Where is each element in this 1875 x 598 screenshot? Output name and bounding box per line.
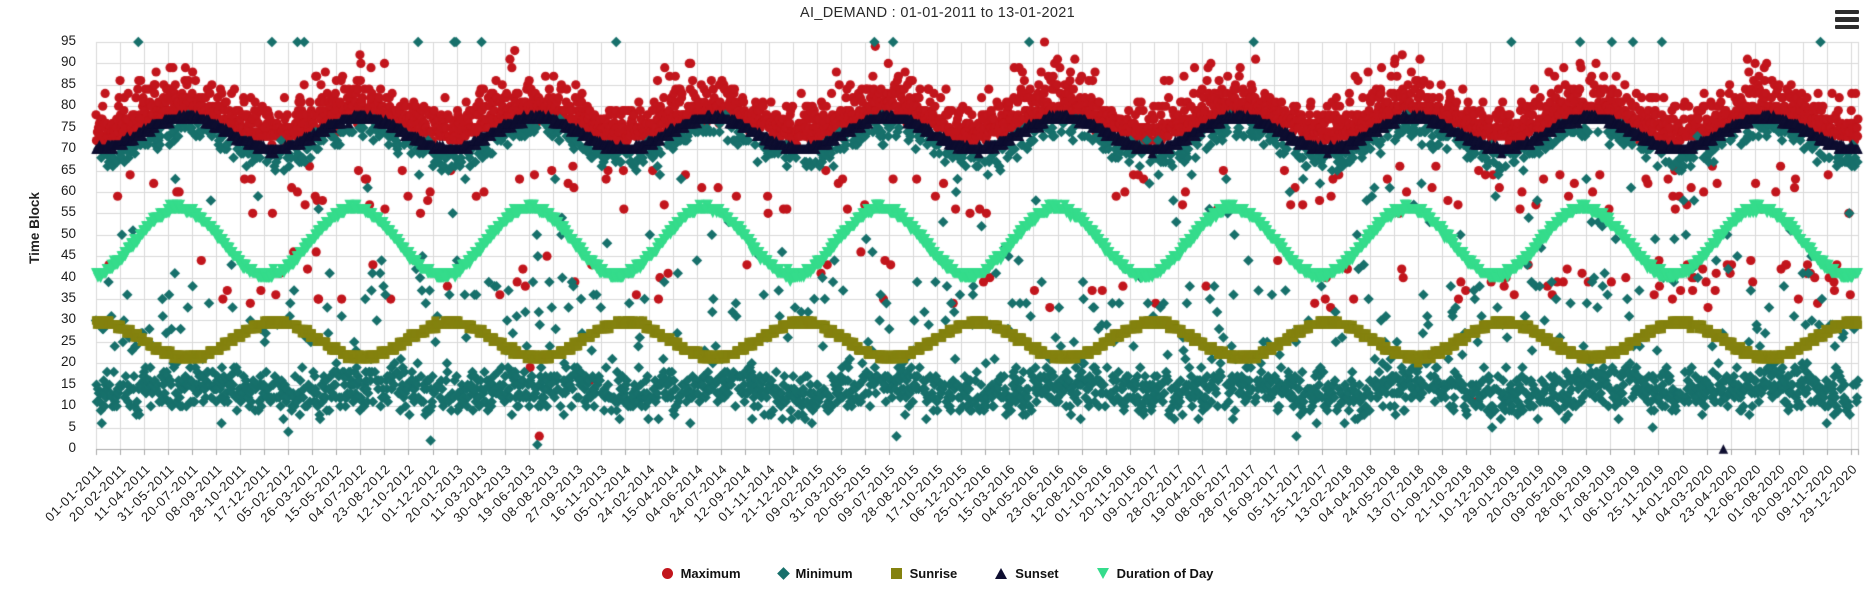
chart-title: AI_DEMAND : 01-01-2011 to 13-01-2021 xyxy=(800,5,1075,21)
legend-item-sunrise[interactable]: Sunrise xyxy=(890,566,958,581)
triangle-up-marker-icon xyxy=(995,568,1008,579)
y-tick-label: 55 xyxy=(60,204,76,220)
y-tick-label: 50 xyxy=(60,225,76,241)
legend-item-maximum[interactable]: Maximum xyxy=(661,566,741,581)
legend-label: Maximum xyxy=(680,566,741,581)
legend-label: Minimum xyxy=(795,566,853,581)
legend-item-minimum[interactable]: Minimum xyxy=(776,566,853,581)
y-tick-label: 75 xyxy=(60,118,76,134)
y-tick-label: 60 xyxy=(60,182,76,198)
y-tick-label: 65 xyxy=(60,161,76,177)
legend-item-sunset[interactable]: Sunset xyxy=(995,566,1059,581)
y-tick-label: 85 xyxy=(60,75,76,91)
y-tick-label: 45 xyxy=(60,247,76,263)
y-tick-label: 40 xyxy=(60,268,76,284)
square-marker-icon xyxy=(890,568,902,579)
y-tick-label: 70 xyxy=(60,140,76,156)
diamond-marker-icon xyxy=(776,567,790,580)
chart-menu-button[interactable] xyxy=(1832,7,1862,35)
y-tick-label: 0 xyxy=(68,440,76,455)
hamburger-icon xyxy=(1834,9,1860,30)
y-tick-label: 90 xyxy=(60,54,76,70)
y-tick-label: 15 xyxy=(60,375,76,391)
y-tick-label: 20 xyxy=(60,354,76,370)
legend-label: Sunrise xyxy=(909,566,958,581)
triangle-down-marker-icon xyxy=(1096,568,1109,579)
y-tick-label: 5 xyxy=(68,418,76,434)
y-tick-label: 95 xyxy=(60,33,76,48)
circle-marker-icon xyxy=(661,568,673,579)
y-tick-label: 10 xyxy=(60,397,76,413)
legend-item-duration-of-day[interactable]: Duration of Day xyxy=(1096,566,1214,581)
legend-label: Sunset xyxy=(1015,566,1059,581)
legend: Maximum Minimum Sunrise Sunset Duration of D… xyxy=(0,566,1875,581)
legend-label: Duration of Day xyxy=(1116,566,1214,581)
y-tick-label: 35 xyxy=(60,290,76,306)
y-tick-label: 80 xyxy=(60,97,76,113)
y-tick-label: 30 xyxy=(60,311,76,327)
y-tick-label: 25 xyxy=(60,332,76,348)
